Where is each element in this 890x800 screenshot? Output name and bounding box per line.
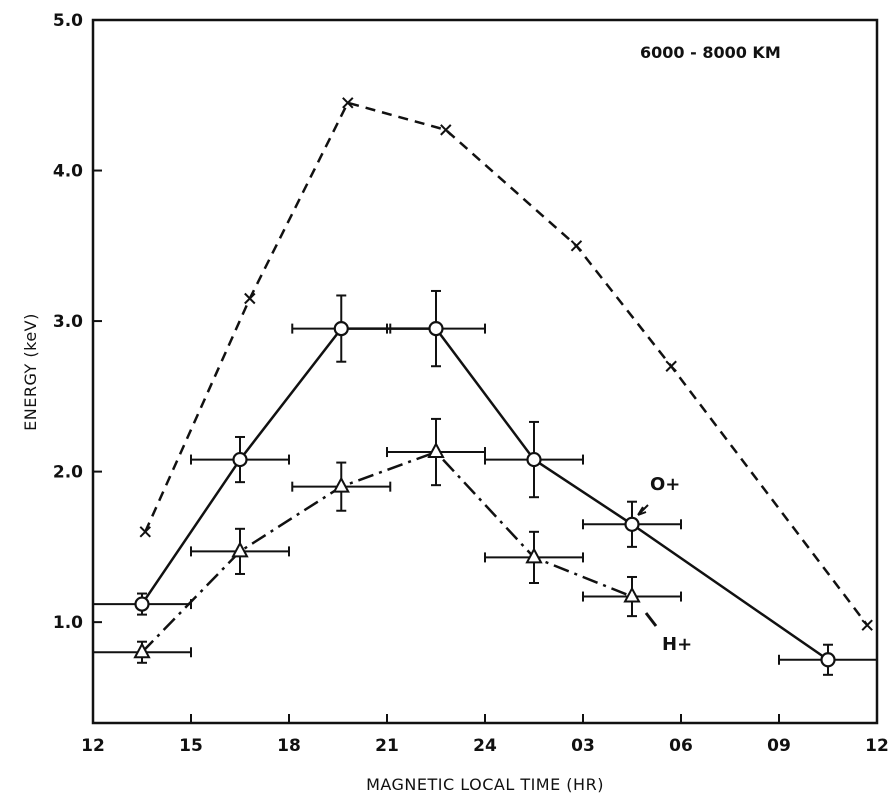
o-plus-label: O+	[637, 474, 680, 516]
x-tick-label: 24	[473, 736, 497, 756]
triangle-marker	[525, 547, 543, 564]
x-marker	[139, 526, 151, 538]
triangle-marker	[231, 541, 249, 558]
y-tick-label: 4.0	[53, 162, 83, 182]
x-tick-label: 06	[669, 736, 693, 756]
triangle-marker	[133, 642, 151, 659]
h-plus-series	[92, 417, 682, 664]
circle-marker	[526, 451, 542, 468]
o-plus-series-line	[140, 327, 829, 661]
plot-frame	[91, 18, 879, 725]
x-marker	[861, 619, 873, 631]
x-marker	[342, 97, 354, 109]
circle-marker	[134, 596, 150, 612]
x-tick-label: 12	[865, 736, 889, 756]
y-tick-label: 3.0	[53, 312, 83, 332]
circle-marker	[333, 320, 349, 337]
triangle-marker	[623, 586, 641, 603]
x-axis-title: MAGNETIC LOCAL TIME (HR)	[366, 775, 604, 794]
axis-ticks: 12 15 18 21 24 03 06 09 12 1.0 2.0 3.0 4.0 5.0	[53, 11, 889, 756]
o-plus-label-text: O+	[650, 474, 680, 495]
h-plus-series-line	[141, 450, 633, 654]
x-tick-label: 03	[571, 736, 595, 756]
circle-marker	[820, 652, 836, 668]
x-marker	[570, 240, 583, 252]
x-marker	[244, 292, 256, 305]
h-plus-label-text: H+	[662, 634, 692, 655]
series-layer	[92, 97, 878, 676]
o-plus-label-arrow	[637, 504, 649, 516]
o-plus-series	[92, 289, 878, 676]
triangle-marker	[427, 441, 445, 459]
x-tick-label: 21	[375, 736, 399, 756]
y-axis-title: ENERGY (keV)	[21, 313, 40, 431]
circle-marker	[428, 320, 444, 337]
y-tick-label: 5.0	[53, 11, 83, 31]
x-series-line	[144, 101, 869, 626]
circle-marker	[232, 451, 248, 468]
triangle-marker	[332, 476, 350, 493]
x-marker	[440, 124, 452, 136]
x-tick-label: 12	[81, 736, 105, 756]
x-series	[139, 97, 873, 631]
x-tick-label: 15	[179, 736, 203, 756]
y-tick-label: 1.0	[53, 613, 83, 633]
h-plus-label: H+	[644, 612, 692, 655]
h-plus-label-arrow	[644, 612, 658, 627]
x-marker	[665, 360, 677, 372]
y-tick-label: 2.0	[53, 463, 83, 483]
x-tick-label: 18	[277, 736, 301, 756]
x-tick-label: 09	[767, 736, 791, 756]
circle-marker	[624, 516, 640, 532]
altitude-annotation: 6000 - 8000 KM	[640, 43, 781, 62]
